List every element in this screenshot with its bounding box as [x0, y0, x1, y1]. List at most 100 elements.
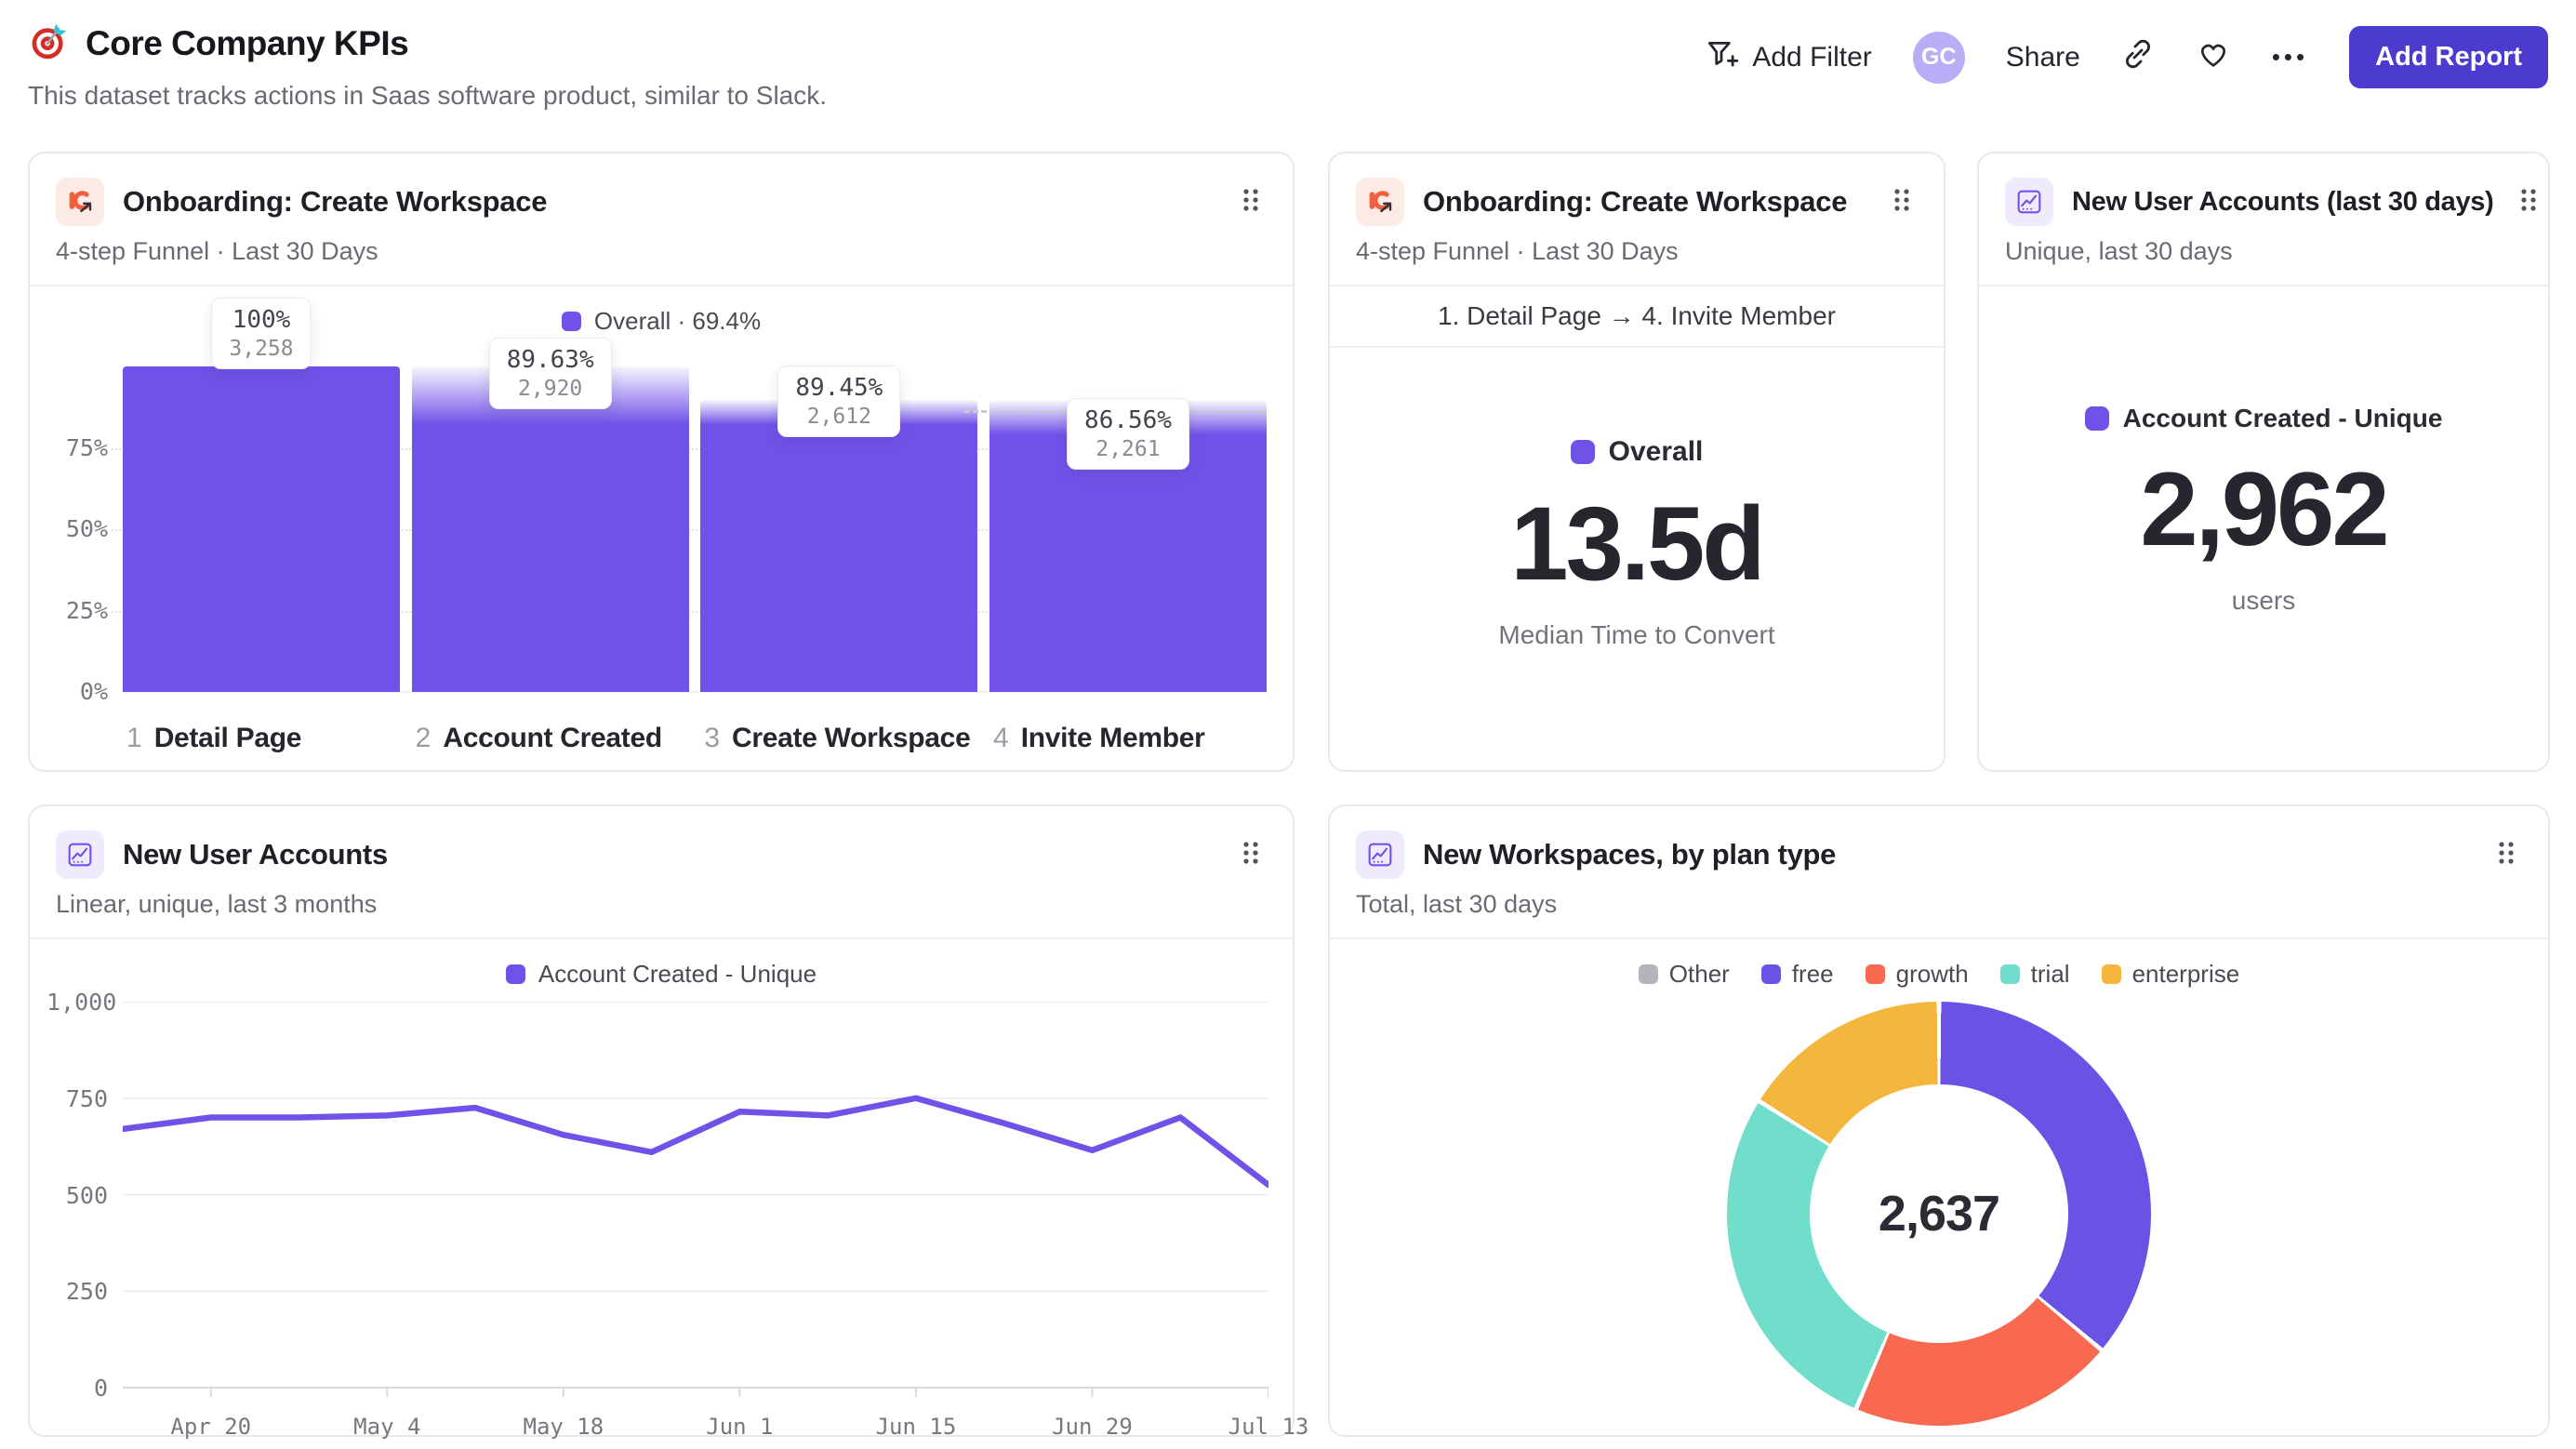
more-menu-button[interactable]: •••	[2272, 43, 2308, 72]
donut-legend: Other free growth trial enterprise	[1330, 960, 2548, 989]
line-legend[interactable]: Account Created - Unique	[30, 960, 1293, 989]
funnel-bar[interactable]	[411, 366, 689, 692]
funnel-count: 2,920	[518, 377, 583, 402]
legend-swatch	[1760, 964, 1781, 984]
page-header: Core Company KPIs This dataset tracks ac…	[28, 20, 2548, 132]
legend-swatch	[1570, 440, 1595, 464]
share-label: Share	[2005, 41, 2080, 73]
drag-handle-icon[interactable]	[2513, 180, 2544, 224]
line-y-tick: 250	[65, 1278, 108, 1306]
avatar[interactable]: GC	[1912, 31, 1965, 84]
divider	[1330, 285, 1944, 286]
line-chart: 0 250 500 750 1,000 Apr 20 May 4 May 18 Jun 1 Jun…	[30, 806, 1308, 1440]
metric-legend[interactable]: Overall	[1570, 436, 1703, 468]
line-y-tick: 1,000	[46, 989, 117, 1016]
divider	[30, 285, 1293, 286]
donut-total: 2,637	[1878, 1186, 2000, 1242]
legend-swatch	[1638, 964, 1658, 984]
card-median-time-to-convert: Onboarding: Create Workspace 4-step Funn…	[1328, 152, 1945, 772]
card-title: New User Accounts (last 30 days)	[2072, 186, 2494, 217]
funnel-chart-icon	[1356, 178, 1404, 226]
line-chart-icon	[1356, 831, 1404, 879]
line-x-tick: May 4	[353, 1414, 421, 1440]
step-name: Create Workspace	[732, 723, 971, 753]
funnel-legend[interactable]: Overall · 69.4%	[30, 307, 1293, 336]
legend-label: Other	[1668, 960, 1730, 988]
card-new-user-accounts-trend: New User Accounts Linear, unique, last 3…	[28, 804, 1308, 1440]
legend-label: Account Created - Unique	[538, 960, 817, 988]
funnel-gridline	[112, 529, 1267, 531]
legend-swatch	[505, 964, 525, 984]
funnel-pct: 100%	[232, 306, 291, 334]
add-filter-button[interactable]: Add Filter	[1704, 36, 1872, 79]
funnel-chart: 100% 3,258 1 Detail Page 89.63% 2,920 2 Acc…	[112, 298, 1267, 753]
funnel-range-label: 1. Detail Page → 4. Invite Member	[1438, 301, 1836, 330]
funnel-count: 2,612	[806, 404, 871, 429]
drag-handle-icon[interactable]	[2490, 833, 2522, 877]
funnel-step-label[interactable]: 4 Invite Member	[993, 723, 1205, 754]
funnel-step-label[interactable]: 3 Create Workspace	[704, 723, 970, 754]
legend-swatch	[2084, 406, 2109, 431]
card-title: Onboarding: Create Workspace	[1423, 185, 1848, 218]
line-x-tick: Jun 29	[1052, 1414, 1133, 1440]
legend-swatch	[561, 312, 581, 331]
card-subtitle: 4-step Funnel · Last 30 Days	[56, 237, 378, 265]
legend-label: growth	[1895, 960, 1969, 988]
step-number: 2	[415, 723, 432, 753]
divider	[30, 937, 1293, 939]
line-x-tick: Apr 20	[170, 1414, 252, 1440]
donut-legend-item-growth[interactable]: growth	[1865, 960, 1969, 989]
card-title: New Workspaces, by plan type	[1423, 838, 1837, 871]
line-series[interactable]	[123, 1095, 1268, 1189]
card-subtitle: Total, last 30 days	[1356, 890, 1558, 918]
funnel-step-label[interactable]: 2 Account Created	[415, 723, 663, 754]
line-chart-icon	[2005, 178, 2053, 226]
drag-handle-icon[interactable]	[1235, 180, 1267, 224]
legend-label: Overall · 69.4%	[593, 307, 762, 335]
funnel-bar[interactable]	[123, 366, 400, 692]
card-new-user-accounts-30d: New User Accounts (last 30 days) Unique,…	[1977, 152, 2550, 772]
donut-legend-item-other[interactable]: Other	[1638, 960, 1730, 989]
metric-caption: Median Time to Convert	[1498, 620, 1775, 649]
funnel-pct: 86.56%	[1084, 406, 1172, 435]
step-name: Invite Member	[1020, 723, 1205, 753]
line-y-tick: 750	[65, 1084, 108, 1112]
funnel-gridline	[112, 447, 1267, 450]
card-title: New User Accounts	[123, 838, 388, 871]
link-icon	[2121, 37, 2155, 78]
add-report-button[interactable]: Add Report	[2349, 26, 2548, 88]
add-filter-label: Add Filter	[1752, 41, 1872, 73]
funnel-bar[interactable]	[700, 400, 978, 692]
funnel-value-tooltip: 86.56% 2,261	[1067, 398, 1189, 471]
legend-swatch	[1999, 964, 2020, 984]
share-button[interactable]: Share	[2006, 42, 2080, 73]
funnel-pct: 89.63%	[506, 346, 594, 375]
legend-label: trial	[2030, 960, 2070, 988]
donut-legend-item-free[interactable]: free	[1760, 960, 1834, 989]
step-number: 3	[704, 723, 721, 753]
metric-legend[interactable]: Account Created - Unique	[2084, 404, 2442, 433]
favorite-button[interactable]	[2196, 36, 2231, 79]
step-number: 1	[126, 723, 142, 753]
card-title: Onboarding: Create Workspace	[123, 185, 548, 218]
metric-value: 13.5d	[1510, 485, 1765, 602]
ellipsis-icon: •••	[2271, 43, 2309, 71]
legend-label: enterprise	[2131, 960, 2240, 988]
copy-link-button[interactable]	[2121, 37, 2155, 78]
card-subtitle: 4-step Funnel · Last 30 Days	[1356, 237, 1679, 265]
funnel-value-tooltip: 89.63% 2,920	[488, 338, 612, 410]
funnel-value-tooltip: 89.45% 2,612	[777, 365, 901, 437]
drag-handle-icon[interactable]	[1235, 833, 1267, 877]
divider	[1330, 937, 2548, 939]
drag-handle-icon[interactable]	[1886, 180, 1918, 224]
donut-legend-item-trial[interactable]: trial	[1999, 960, 2070, 989]
filter-plus-icon	[1704, 36, 1739, 79]
card-subtitle: Unique, last 30 days	[2005, 237, 2233, 265]
funnel-pct: 89.45%	[795, 373, 883, 402]
card-onboarding-funnel: Onboarding: Create Workspace 4-step Funn…	[28, 152, 1295, 772]
funnel-step-label[interactable]: 1 Detail Page	[126, 723, 301, 754]
legend-swatch	[1865, 964, 1885, 984]
metric-caption: users	[2231, 586, 2296, 615]
donut-legend-item-enterprise[interactable]: enterprise	[2101, 960, 2240, 989]
funnel-chart-icon	[56, 178, 104, 226]
